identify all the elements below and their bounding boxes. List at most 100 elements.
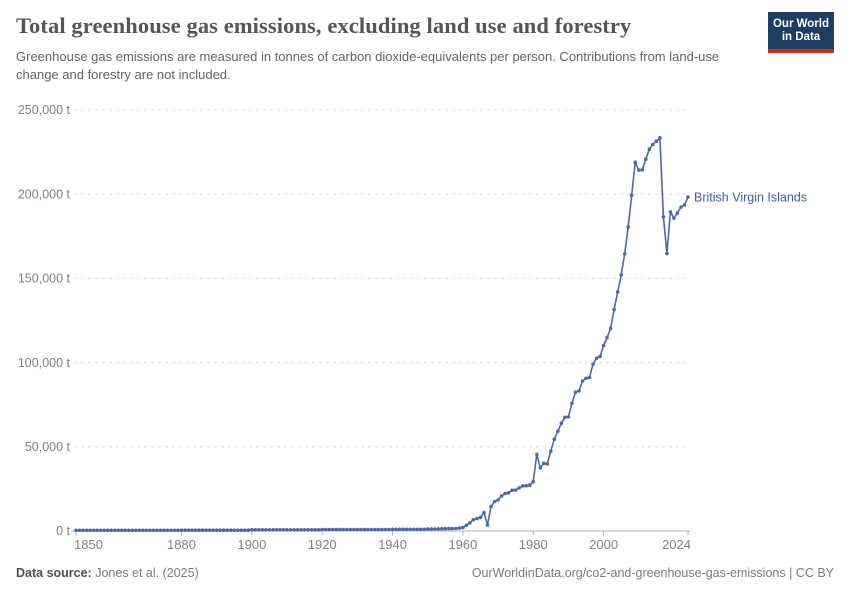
- data-point-marker[interactable]: [447, 526, 451, 531]
- data-point-marker[interactable]: [644, 157, 648, 161]
- data-point-marker[interactable]: [176, 528, 180, 533]
- data-point-marker[interactable]: [415, 527, 420, 532]
- data-point-marker[interactable]: [686, 195, 690, 199]
- data-point-marker[interactable]: [130, 528, 135, 533]
- data-point-marker[interactable]: [200, 528, 205, 532]
- data-point-marker[interactable]: [285, 528, 289, 532]
- data-point-marker[interactable]: [626, 225, 630, 229]
- data-point-marker[interactable]: [401, 527, 405, 532]
- data-point-marker[interactable]: [207, 528, 212, 532]
- data-point-marker[interactable]: [503, 491, 507, 496]
- data-point-marker[interactable]: [137, 528, 142, 533]
- data-point-marker[interactable]: [601, 343, 606, 348]
- data-point-marker[interactable]: [608, 326, 613, 331]
- data-point-marker[interactable]: [84, 528, 89, 533]
- data-point-marker[interactable]: [619, 273, 623, 277]
- data-point-marker[interactable]: [387, 527, 391, 532]
- data-point-marker[interactable]: [295, 528, 300, 532]
- data-point-marker[interactable]: [109, 528, 113, 533]
- data-point-marker[interactable]: [436, 527, 441, 531]
- data-point-marker[interactable]: [408, 527, 412, 532]
- data-point-marker[interactable]: [461, 525, 465, 530]
- data-point-marker[interactable]: [267, 528, 272, 532]
- data-point-marker[interactable]: [510, 488, 514, 493]
- data-point-marker[interactable]: [190, 528, 194, 532]
- data-point-marker[interactable]: [362, 527, 367, 532]
- data-point-marker[interactable]: [158, 528, 163, 533]
- data-point-marker[interactable]: [292, 528, 296, 532]
- data-point-marker[interactable]: [629, 193, 634, 197]
- data-point-marker[interactable]: [531, 479, 535, 484]
- data-point-marker[interactable]: [134, 528, 138, 533]
- data-point-marker[interactable]: [584, 376, 588, 381]
- data-point-marker[interactable]: [246, 528, 251, 532]
- data-point-marker[interactable]: [443, 526, 448, 531]
- data-point-marker[interactable]: [478, 515, 483, 520]
- data-point-marker[interactable]: [127, 528, 131, 533]
- data-point-marker[interactable]: [302, 528, 307, 532]
- data-point-marker[interactable]: [658, 136, 662, 140]
- data-point-marker[interactable]: [165, 528, 170, 533]
- data-point-marker[interactable]: [151, 528, 156, 533]
- data-point-marker[interactable]: [489, 504, 493, 509]
- data-point-marker[interactable]: [506, 491, 511, 495]
- data-point-marker[interactable]: [425, 527, 430, 531]
- data-point-marker[interactable]: [594, 356, 599, 361]
- data-point-marker[interactable]: [352, 527, 356, 532]
- data-point-marker[interactable]: [464, 523, 469, 528]
- data-point-marker[interactable]: [520, 484, 525, 488]
- data-point-marker[interactable]: [418, 527, 423, 532]
- data-point-marker[interactable]: [112, 528, 117, 533]
- data-point-marker[interactable]: [383, 527, 388, 532]
- data-point-marker[interactable]: [359, 527, 363, 532]
- data-point-marker[interactable]: [91, 528, 96, 533]
- data-point-marker[interactable]: [179, 528, 184, 532]
- emissions-line[interactable]: [76, 137, 689, 532]
- data-point-marker[interactable]: [197, 528, 201, 532]
- data-point-marker[interactable]: [183, 528, 187, 532]
- data-point-marker[interactable]: [527, 483, 532, 488]
- data-point-marker[interactable]: [338, 527, 342, 532]
- data-point-marker[interactable]: [411, 527, 416, 532]
- data-point-marker[interactable]: [341, 527, 346, 532]
- data-point-marker[interactable]: [331, 527, 335, 532]
- data-point-marker[interactable]: [471, 517, 476, 522]
- data-point-marker[interactable]: [229, 528, 233, 532]
- data-point-marker[interactable]: [144, 528, 149, 533]
- data-point-marker[interactable]: [672, 216, 676, 220]
- data-point-marker[interactable]: [327, 527, 332, 532]
- data-point-marker[interactable]: [545, 462, 550, 466]
- data-point-marker[interactable]: [376, 527, 381, 532]
- data-point-marker[interactable]: [535, 452, 539, 457]
- data-point-marker[interactable]: [517, 486, 521, 490]
- data-point-marker[interactable]: [373, 527, 377, 532]
- data-point-marker[interactable]: [141, 528, 145, 533]
- data-point-marker[interactable]: [162, 528, 166, 533]
- data-point-marker[interactable]: [366, 527, 370, 532]
- data-point-marker[interactable]: [573, 390, 578, 395]
- data-point-marker[interactable]: [570, 401, 574, 406]
- data-point-marker[interactable]: [102, 528, 106, 533]
- data-point-marker[interactable]: [615, 290, 620, 294]
- data-point-marker[interactable]: [433, 527, 437, 531]
- data-point-marker[interactable]: [334, 527, 339, 532]
- data-point-marker[interactable]: [105, 528, 110, 533]
- data-point-marker[interactable]: [675, 211, 680, 215]
- data-point-marker[interactable]: [264, 528, 268, 532]
- data-point-marker[interactable]: [492, 499, 497, 504]
- data-point-marker[interactable]: [288, 528, 293, 532]
- data-point-marker[interactable]: [320, 527, 325, 532]
- data-point-marker[interactable]: [221, 528, 226, 532]
- data-point-marker[interactable]: [513, 488, 518, 492]
- data-point-marker[interactable]: [214, 528, 219, 532]
- data-point-marker[interactable]: [88, 528, 92, 533]
- data-point-marker[interactable]: [475, 516, 479, 521]
- owid-logo[interactable]: Our World in Data: [768, 12, 834, 53]
- data-point-marker[interactable]: [457, 526, 462, 530]
- data-point-marker[interactable]: [316, 528, 321, 532]
- data-point-marker[interactable]: [243, 528, 247, 532]
- data-point-marker[interactable]: [116, 528, 120, 533]
- data-point-marker[interactable]: [193, 528, 198, 532]
- data-point-marker[interactable]: [454, 526, 458, 531]
- data-point-marker[interactable]: [155, 528, 159, 533]
